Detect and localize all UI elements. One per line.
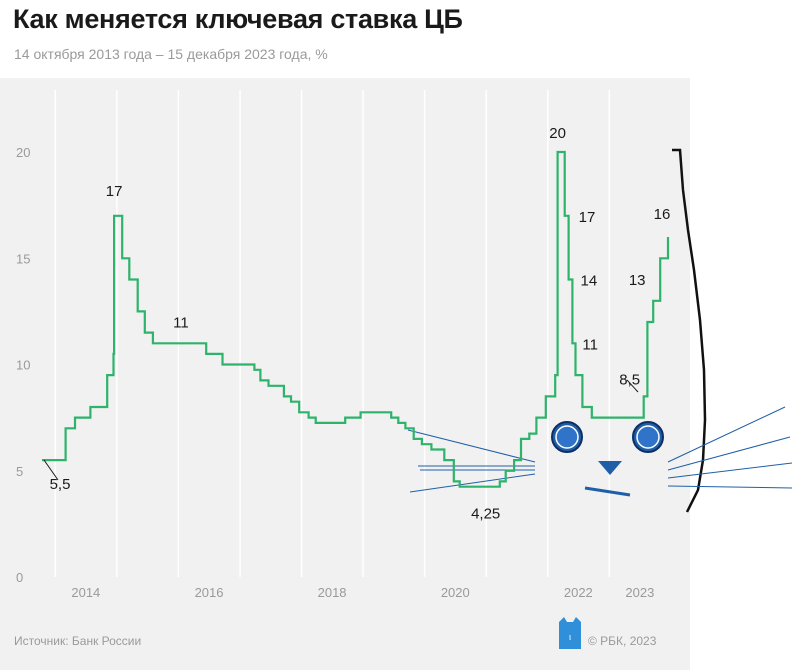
doodle-whiskers-left [407, 429, 536, 493]
label-leader-5-5 [43, 459, 59, 481]
data-label: 5,5 [50, 476, 71, 493]
y-tick-label: 15 [16, 251, 30, 266]
x-tick-label: 2022 [564, 585, 593, 600]
data-label: 4,25 [471, 506, 500, 523]
y-tick-label: 0 [16, 570, 23, 585]
whisker-right-3 [667, 462, 793, 479]
x-tick-label: 2014 [71, 585, 100, 600]
svg-text:ι: ι [569, 632, 571, 642]
x-axis-ticks: 2014 2016 2018 2020 2022 2023 [71, 585, 654, 600]
y-axis-ticks: 0 5 10 15 20 [16, 145, 30, 585]
data-label: 16 [654, 206, 671, 223]
chart-title: Как меняется ключевая ставка ЦБ [13, 4, 463, 34]
whisker-left-1 [407, 429, 536, 463]
label-leader-8-5 [626, 379, 639, 393]
grid-layer [54, 90, 611, 577]
cat-right-eye-pupil [636, 425, 660, 449]
cat-left-eye-pupil [555, 425, 579, 449]
source-note: Источник: Банк России [14, 634, 142, 648]
y-tick-label: 10 [16, 358, 30, 373]
chart-subtitle: 14 октября 2013 года – 15 декабря 2023 г… [14, 46, 328, 62]
x-tick-label: 2023 [625, 585, 654, 600]
copyright-note: © РБК, 2023 [588, 634, 657, 648]
data-label: 14 [581, 273, 598, 290]
data-label: 17 [579, 209, 596, 226]
cat-doodle [551, 148, 793, 513]
data-label: 11 [582, 336, 598, 353]
rbc-cat-logo-icon: ι [559, 617, 581, 649]
whisker-right-1 [667, 406, 786, 463]
data-label: 17 [106, 183, 123, 200]
data-label: 13 [629, 272, 646, 289]
whisker-left-4 [409, 473, 536, 493]
whisker-right-4 [667, 485, 793, 489]
x-tick-label: 2018 [318, 585, 347, 600]
x-tick-label: 2016 [195, 585, 224, 600]
y-tick-label: 20 [16, 145, 30, 160]
whisker-right-2 [667, 436, 791, 471]
data-label: 20 [549, 125, 566, 142]
data-label: 8,5 [619, 371, 640, 388]
y-tick-label: 5 [16, 464, 23, 479]
x-tick-label: 2020 [441, 585, 470, 600]
data-label: 11 [173, 314, 189, 331]
cat-nose [598, 461, 622, 475]
cat-mouth [584, 486, 631, 497]
data-labels: 5,5 17 11 4,25 20 17 14 11 8,5 13 16 [43, 125, 671, 523]
cat-body-outline [672, 148, 707, 513]
rate-line [42, 150, 670, 488]
